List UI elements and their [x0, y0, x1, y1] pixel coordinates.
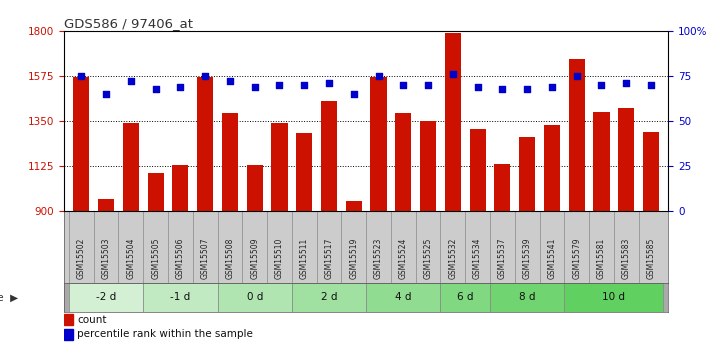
Point: [397, 82, 409, 88]
Point: [646, 82, 657, 88]
Bar: [569, 59, 584, 211]
Bar: [73, 77, 90, 211]
Text: 6 d: 6 d: [457, 293, 474, 303]
Bar: [64, 329, 73, 340]
Bar: [247, 165, 263, 211]
Bar: [272, 123, 287, 211]
Bar: [370, 77, 387, 211]
Point: [447, 71, 459, 77]
Text: GSM15502: GSM15502: [77, 238, 86, 279]
Point: [274, 82, 285, 88]
Text: GSM15507: GSM15507: [201, 238, 210, 279]
Bar: [544, 125, 560, 211]
Text: GSM15583: GSM15583: [621, 238, 631, 279]
Text: -2 d: -2 d: [96, 293, 116, 303]
Point: [324, 80, 335, 86]
Point: [621, 80, 632, 86]
Bar: [519, 137, 535, 211]
Bar: [148, 173, 164, 211]
Point: [125, 79, 137, 84]
Text: count: count: [77, 315, 107, 325]
Point: [200, 73, 211, 79]
Bar: [123, 123, 139, 211]
Point: [521, 86, 533, 91]
Text: GSM15539: GSM15539: [523, 238, 532, 279]
Text: GSM15537: GSM15537: [498, 238, 507, 279]
Bar: [618, 108, 634, 211]
Text: 0 d: 0 d: [247, 293, 263, 303]
Text: 2 d: 2 d: [321, 293, 337, 303]
Text: 4 d: 4 d: [395, 293, 412, 303]
Point: [497, 86, 508, 91]
Bar: [172, 165, 188, 211]
Text: GSM15510: GSM15510: [275, 238, 284, 279]
Bar: [143, 283, 218, 312]
Point: [348, 91, 360, 97]
Text: GSM15504: GSM15504: [127, 238, 135, 279]
Bar: [445, 33, 461, 211]
Text: GSM15532: GSM15532: [449, 238, 457, 279]
Bar: [346, 201, 362, 211]
Text: GSM15506: GSM15506: [176, 238, 185, 279]
Point: [373, 73, 384, 79]
Text: GSM15585: GSM15585: [646, 238, 656, 279]
Bar: [643, 132, 659, 211]
Text: 8 d: 8 d: [519, 293, 535, 303]
Text: 10 d: 10 d: [602, 293, 626, 303]
Bar: [565, 283, 663, 312]
Text: GSM15579: GSM15579: [572, 238, 581, 279]
Point: [422, 82, 434, 88]
Text: GSM15525: GSM15525: [424, 238, 432, 279]
Bar: [594, 112, 609, 211]
Bar: [296, 133, 312, 211]
Bar: [494, 164, 510, 211]
Point: [100, 91, 112, 97]
Text: GSM15523: GSM15523: [374, 238, 383, 279]
Bar: [441, 283, 490, 312]
Text: percentile rank within the sample: percentile rank within the sample: [77, 329, 253, 339]
Text: GSM15524: GSM15524: [399, 238, 408, 279]
Point: [249, 84, 260, 90]
Text: -1 d: -1 d: [170, 293, 191, 303]
Bar: [218, 283, 292, 312]
Point: [596, 82, 607, 88]
Point: [150, 86, 161, 91]
Bar: [321, 101, 337, 211]
Text: time  ▶: time ▶: [0, 293, 18, 303]
Point: [299, 82, 310, 88]
Text: GSM15541: GSM15541: [547, 238, 557, 279]
Text: GSM15519: GSM15519: [349, 238, 358, 279]
Point: [472, 84, 483, 90]
Point: [75, 73, 87, 79]
Bar: [222, 113, 238, 211]
Text: GSM15508: GSM15508: [225, 238, 235, 279]
Bar: [98, 199, 114, 211]
Bar: [69, 283, 143, 312]
Text: GSM15503: GSM15503: [102, 238, 111, 279]
Point: [175, 84, 186, 90]
Point: [224, 79, 235, 84]
Text: GSM15505: GSM15505: [151, 238, 160, 279]
Text: GSM15509: GSM15509: [250, 238, 260, 279]
Text: GSM15511: GSM15511: [300, 238, 309, 279]
Point: [571, 73, 582, 79]
Bar: [490, 283, 565, 312]
Bar: [197, 77, 213, 211]
Bar: [395, 113, 412, 211]
Text: GSM15517: GSM15517: [324, 238, 333, 279]
Bar: [64, 314, 73, 325]
Bar: [292, 283, 366, 312]
Bar: [420, 121, 436, 211]
Bar: [366, 283, 441, 312]
Point: [546, 84, 557, 90]
Text: GSM15534: GSM15534: [473, 238, 482, 279]
Text: GDS586 / 97406_at: GDS586 / 97406_at: [64, 17, 193, 30]
Text: GSM15581: GSM15581: [597, 238, 606, 279]
Bar: [469, 129, 486, 211]
